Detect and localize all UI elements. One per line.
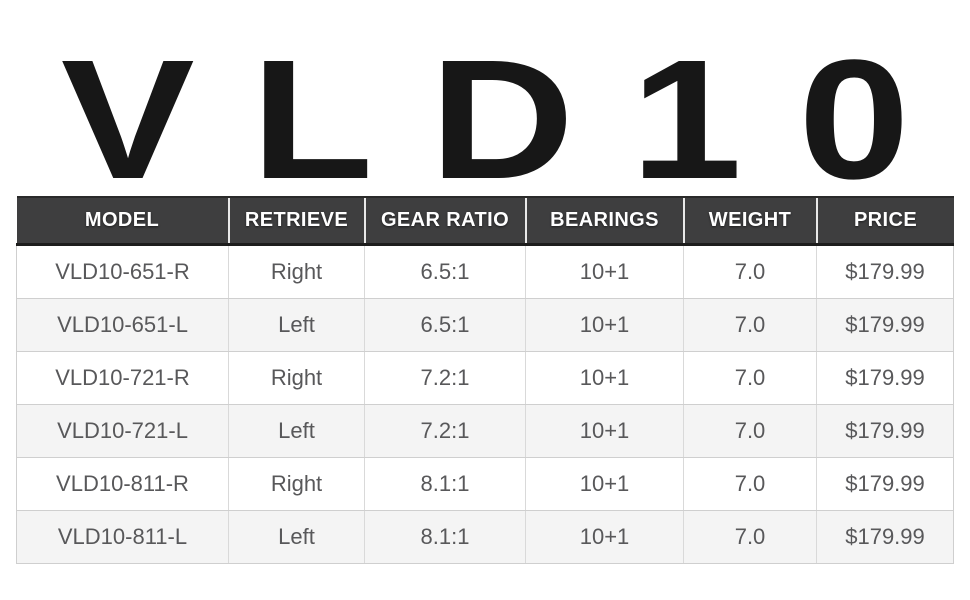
table-cell: $179.99 [816,244,954,299]
table-row: VLD10-651-R Right 6.5:1 10+1 7.0 $179.99 [16,244,954,299]
table-row: VLD10-721-R Right 7.2:1 10+1 7.0 $179.99 [16,351,954,405]
table-cell: Right [228,457,365,511]
column-header-bearings: BEARINGS [524,196,684,246]
table-cell: $179.99 [816,457,954,511]
spec-table-body: VLD10-651-R Right 6.5:1 10+1 7.0 $179.99 VLD10… [16,244,954,564]
table-cell: 7.0 [683,351,817,405]
header-row: MODEL RETRIEVE GEAR RATIO BEARINGS WEIGHT PRI… [16,196,954,246]
product-title-text: VLD10 [60,25,966,215]
table-cell: $179.99 [816,298,954,352]
spec-table-header: MODEL RETRIEVE GEAR RATIO BEARINGS WEIGHT PRI… [16,196,954,246]
table-cell: 6.5:1 [364,298,526,352]
table-cell: 10+1 [525,510,684,564]
table-cell: 7.2:1 [364,404,526,458]
column-header-weight: WEIGHT [682,196,817,246]
table-row: VLD10-651-L Left 6.5:1 10+1 7.0 $179.99 [16,298,954,352]
column-header-price: PRICE [815,196,954,246]
table-cell: $179.99 [816,404,954,458]
table-cell: Right [228,351,365,405]
table-cell: 8.1:1 [364,510,526,564]
table-cell: 7.2:1 [364,351,526,405]
table-cell: 7.0 [683,404,817,458]
table-cell: 8.1:1 [364,457,526,511]
column-header-gear-ratio: GEAR RATIO [363,196,526,246]
table-cell: VLD10-651-L [16,298,229,352]
table-cell: Left [228,510,365,564]
product-title: VLD10 [0,35,970,205]
column-header-retrieve: RETRIEVE [227,196,365,246]
table-cell: $179.99 [816,351,954,405]
table-cell: 10+1 [525,244,684,299]
table-cell: Left [228,404,365,458]
table-cell: $179.99 [816,510,954,564]
column-header-model: MODEL [16,196,229,246]
table-cell: 10+1 [525,351,684,405]
table-cell: 7.0 [683,298,817,352]
table-cell: 6.5:1 [364,244,526,299]
table-cell: VLD10-811-L [16,510,229,564]
table-cell: 10+1 [525,457,684,511]
table-cell: 7.0 [683,510,817,564]
table-cell: VLD10-651-R [16,244,229,299]
table-row: VLD10-811-L Left 8.1:1 10+1 7.0 $179.99 [16,510,954,564]
table-cell: Left [228,298,365,352]
table-row: VLD10-811-R Right 8.1:1 10+1 7.0 $179.99 [16,457,954,511]
table-cell: VLD10-811-R [16,457,229,511]
table-cell: VLD10-721-R [16,351,229,405]
table-cell: 7.0 [683,457,817,511]
table-cell: VLD10-721-L [16,404,229,458]
table-cell: 7.0 [683,244,817,299]
table-row: VLD10-721-L Left 7.2:1 10+1 7.0 $179.99 [16,404,954,458]
table-cell: Right [228,244,365,299]
table-cell: 10+1 [525,404,684,458]
table-cell: 10+1 [525,298,684,352]
spec-table: MODEL RETRIEVE GEAR RATIO BEARINGS WEIGHT PRI… [16,196,954,564]
